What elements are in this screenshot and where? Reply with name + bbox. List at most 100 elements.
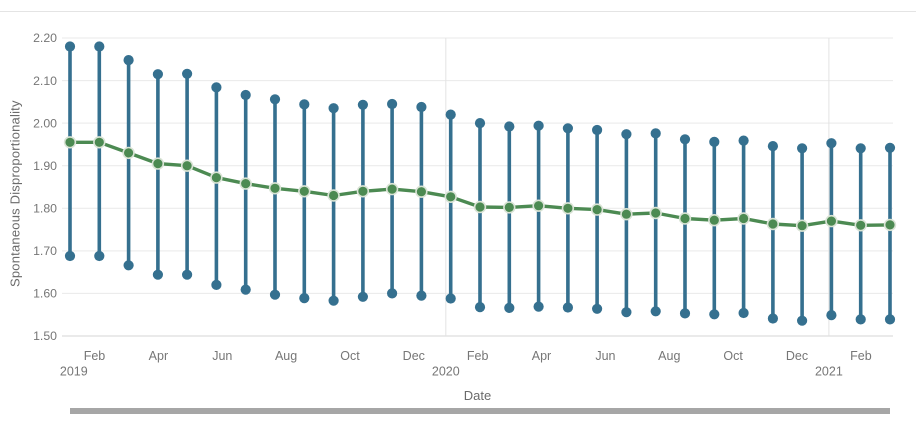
data-point-marker[interactable] bbox=[151, 157, 165, 170]
lower-bound-marker[interactable] bbox=[94, 250, 105, 262]
data-point-marker[interactable] bbox=[825, 214, 838, 228]
data-point-marker[interactable] bbox=[503, 201, 516, 214]
lower-bound-marker[interactable] bbox=[152, 269, 163, 280]
data-point-marker[interactable] bbox=[590, 203, 604, 216]
error-bar bbox=[328, 103, 339, 306]
lower-bound-marker[interactable] bbox=[738, 307, 749, 319]
upper-bound-marker[interactable] bbox=[445, 109, 456, 120]
lower-bound-marker[interactable] bbox=[767, 313, 779, 324]
upper-bound-marker[interactable] bbox=[855, 143, 866, 154]
lower-bound-marker[interactable] bbox=[709, 309, 720, 320]
data-point-marker[interactable] bbox=[327, 189, 340, 202]
upper-bound-marker[interactable] bbox=[387, 98, 398, 110]
upper-bound-marker[interactable] bbox=[562, 123, 574, 134]
lower-bound-marker[interactable] bbox=[445, 293, 456, 304]
upper-bound-marker[interactable] bbox=[709, 136, 720, 147]
y-tick-label: 1.80 bbox=[33, 202, 57, 216]
lower-bound-marker[interactable] bbox=[357, 291, 368, 302]
data-point-marker[interactable] bbox=[678, 212, 692, 225]
data-point-marker[interactable] bbox=[473, 200, 487, 214]
horizontal-scrollbar[interactable] bbox=[70, 408, 890, 414]
error-bar bbox=[884, 142, 896, 325]
data-point-marker[interactable] bbox=[93, 136, 106, 149]
data-point-marker[interactable] bbox=[795, 219, 809, 232]
upper-bound-marker[interactable] bbox=[650, 128, 661, 139]
upper-bound-marker[interactable] bbox=[474, 118, 486, 129]
data-point-marker[interactable] bbox=[620, 208, 633, 221]
upper-bound-marker[interactable] bbox=[533, 120, 544, 131]
x-tick-label: Oct bbox=[723, 349, 743, 363]
data-point-marker[interactable] bbox=[444, 190, 457, 204]
data-point-marker[interactable] bbox=[883, 218, 897, 232]
lower-bound-marker[interactable] bbox=[299, 293, 310, 304]
upper-bound-marker[interactable] bbox=[884, 142, 896, 153]
x-axis-title: Date bbox=[463, 388, 492, 403]
error-bar bbox=[621, 129, 632, 318]
upper-bound-marker[interactable] bbox=[328, 103, 339, 114]
data-point-marker[interactable] bbox=[561, 202, 575, 215]
upper-bound-marker[interactable] bbox=[211, 82, 222, 93]
lower-bound-marker[interactable] bbox=[884, 314, 896, 325]
error-bar bbox=[152, 69, 163, 280]
error-bar bbox=[709, 136, 720, 320]
data-point-marker[interactable] bbox=[180, 159, 194, 172]
lower-bound-marker[interactable] bbox=[474, 302, 486, 313]
data-point-marker[interactable] bbox=[63, 136, 77, 149]
data-point-marker[interactable] bbox=[356, 185, 370, 198]
data-point-marker[interactable] bbox=[122, 146, 135, 160]
lower-bound-marker[interactable] bbox=[416, 290, 427, 301]
lower-bound-marker[interactable] bbox=[826, 310, 837, 321]
data-point-marker[interactable] bbox=[708, 214, 721, 227]
data-point-marker[interactable] bbox=[298, 185, 311, 198]
lower-bound-marker[interactable] bbox=[328, 295, 339, 306]
data-point-marker[interactable] bbox=[415, 185, 428, 198]
lower-bound-marker[interactable] bbox=[621, 307, 632, 318]
lower-bound-marker[interactable] bbox=[650, 306, 661, 317]
upper-bound-marker[interactable] bbox=[738, 135, 749, 146]
upper-bound-marker[interactable] bbox=[504, 121, 515, 132]
lower-bound-marker[interactable] bbox=[533, 301, 544, 312]
upper-bound-marker[interactable] bbox=[621, 129, 632, 140]
upper-bound-marker[interactable] bbox=[592, 124, 603, 136]
data-point-marker[interactable] bbox=[268, 182, 282, 195]
lower-bound-marker[interactable] bbox=[269, 289, 281, 300]
upper-bound-marker[interactable] bbox=[240, 89, 251, 101]
data-point-marker[interactable] bbox=[210, 171, 223, 184]
error-bar bbox=[269, 94, 281, 300]
lower-bound-marker[interactable] bbox=[562, 302, 574, 313]
data-point-marker[interactable] bbox=[737, 212, 750, 225]
upper-bound-marker[interactable] bbox=[826, 138, 837, 149]
lower-bound-marker[interactable] bbox=[855, 314, 866, 325]
error-bar bbox=[767, 141, 779, 324]
upper-bound-marker[interactable] bbox=[357, 99, 368, 110]
lower-bound-marker[interactable] bbox=[123, 260, 134, 271]
data-point-marker[interactable] bbox=[385, 182, 399, 196]
lower-bound-marker[interactable] bbox=[679, 308, 691, 319]
upper-bound-marker[interactable] bbox=[767, 141, 779, 152]
data-point-marker[interactable] bbox=[239, 177, 252, 190]
upper-bound-marker[interactable] bbox=[182, 68, 193, 79]
data-point-marker[interactable] bbox=[532, 199, 545, 212]
data-point-marker[interactable] bbox=[649, 206, 662, 220]
upper-bound-marker[interactable] bbox=[152, 69, 163, 80]
data-point-marker[interactable] bbox=[854, 219, 867, 232]
lower-bound-marker[interactable] bbox=[211, 279, 222, 290]
data-point-marker[interactable] bbox=[766, 217, 780, 231]
lower-bound-marker[interactable] bbox=[504, 302, 515, 313]
upper-bound-marker[interactable] bbox=[269, 94, 281, 105]
upper-bound-marker[interactable] bbox=[299, 99, 310, 110]
lower-bound-marker[interactable] bbox=[797, 315, 808, 326]
upper-bound-marker[interactable] bbox=[94, 41, 105, 52]
error-bar bbox=[474, 118, 486, 313]
lower-bound-marker[interactable] bbox=[182, 269, 193, 280]
lower-bound-marker[interactable] bbox=[592, 303, 603, 314]
upper-bound-marker[interactable] bbox=[123, 55, 134, 66]
lower-bound-marker[interactable] bbox=[240, 284, 251, 295]
lower-bound-marker[interactable] bbox=[64, 250, 76, 262]
lower-bound-marker[interactable] bbox=[387, 288, 398, 299]
upper-bound-marker[interactable] bbox=[679, 134, 691, 145]
y-tick-label: 2.00 bbox=[33, 116, 57, 130]
upper-bound-marker[interactable] bbox=[797, 143, 808, 154]
upper-bound-marker[interactable] bbox=[416, 101, 427, 113]
upper-bound-marker[interactable] bbox=[64, 41, 76, 52]
